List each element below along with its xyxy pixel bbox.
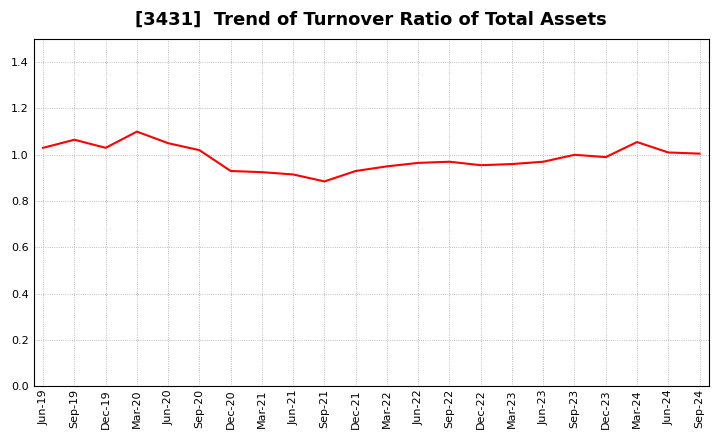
Title: [3431]  Trend of Turnover Ratio of Total Assets: [3431] Trend of Turnover Ratio of Total … bbox=[135, 11, 607, 29]
